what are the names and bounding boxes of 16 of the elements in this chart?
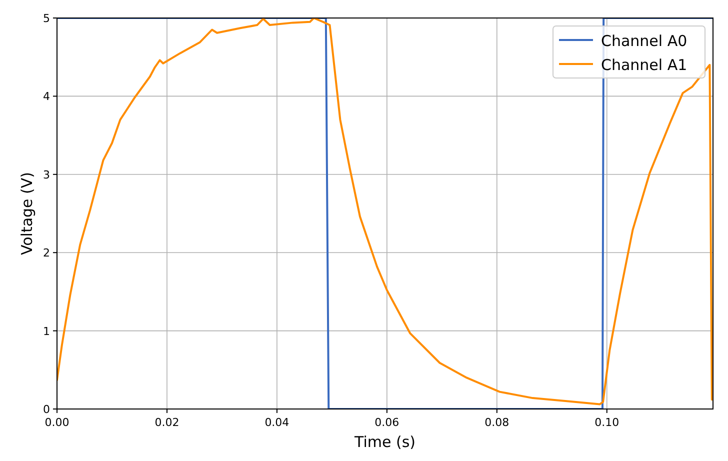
x-tick-label: 0.06 [374,416,400,429]
y-axis-title: Voltage (V) [18,172,36,255]
y-tick-label: 5 [43,12,50,25]
legend-label: Channel A1 [601,56,688,74]
legend-label: Channel A0 [601,32,688,50]
y-tick-label: 3 [43,168,50,182]
x-tick-label: 0.10 [594,416,620,429]
x-axis-title: Time (s) [354,433,416,451]
y-tick-label: 2 [43,246,50,260]
x-tick-label: 0.00 [44,416,70,429]
y-tick-label: 0 [43,403,50,416]
x-tick-label: 0.04 [264,416,290,429]
x-tick-label: 0.08 [484,416,510,429]
y-tick-label: 4 [43,90,50,104]
x-tick-label: 0.02 [154,416,180,429]
y-tick-label: 1 [43,324,50,338]
